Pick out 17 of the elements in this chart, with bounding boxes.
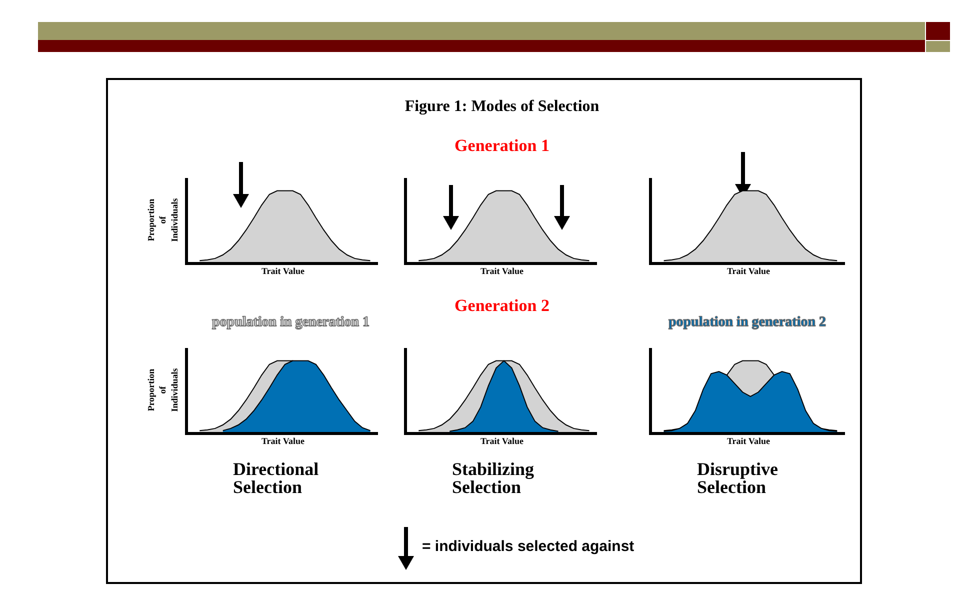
text: population in generation 2 (668, 315, 826, 331)
x-axis-title: Trait Value (261, 266, 305, 276)
text: Directional Selection (233, 459, 320, 497)
text: population in generation 1 (212, 315, 370, 331)
chart-title: Figure 1: Modes of Selection (404, 98, 600, 116)
y-axis-title: Proportion of Individuals (146, 198, 180, 242)
x-axis-title: Trait Value (726, 266, 770, 276)
text: = individuals selected against (422, 538, 634, 555)
x-axis-title: Trait Value (480, 266, 524, 276)
y-axis-title: Proportion of Individuals (146, 368, 180, 412)
x-axis-title: Trait Value (726, 436, 770, 446)
text: Disruptive Selection (697, 459, 779, 497)
chart-subtitle: Generation 1 (454, 136, 550, 155)
x-axis-title: Trait Value (480, 436, 524, 446)
chart-title: Generation 2 (454, 296, 550, 315)
text: Stabilizing Selection (452, 459, 536, 497)
x-axis-title: Trait Value (261, 436, 305, 446)
